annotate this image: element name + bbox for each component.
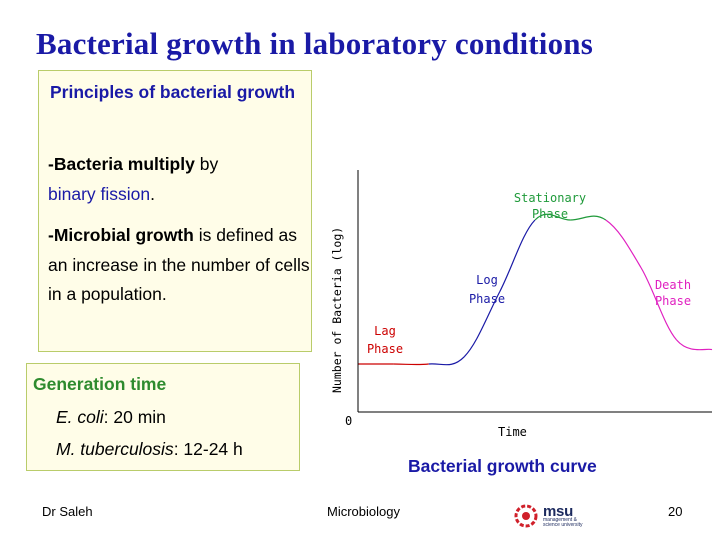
microbial-growth-definition: is defined as an increase in the number … [48, 225, 310, 304]
principles-box [38, 70, 312, 352]
log-phase-label-line1: Log [476, 273, 498, 287]
binary-fission-text: binary fission [48, 183, 151, 204]
ecoli-generation-line: E. coli: 20 min [56, 407, 166, 428]
curve-segment [676, 339, 713, 351]
footer-author: Dr Saleh [42, 504, 93, 519]
y-axis-label: Number of Bacteria (log) [330, 227, 344, 393]
lag-phase-label-line2: Phase [367, 342, 403, 356]
principles-body: -Bacteria multiply by binary fission. -Mi… [48, 150, 310, 310]
mtb-name: M. tuberculosis [56, 439, 174, 459]
msu-logo-subtitle: management & science university [543, 518, 582, 528]
generation-time-heading: Generation time [33, 374, 167, 394]
curve-segment [605, 219, 642, 269]
chart-caption: Bacterial growth curve [408, 456, 597, 476]
ecoli-value: : 20 min [103, 407, 166, 427]
ecoli-name: E. coli [56, 407, 104, 427]
mtb-generation-line: M. tuberculosis: 12-24 h [56, 439, 243, 460]
curve-segment [428, 356, 465, 366]
footer-course: Microbiology [327, 504, 400, 519]
curve-segment [570, 215, 607, 221]
msu-logo-sub-line2: science university [543, 522, 583, 528]
footer-page-number: 20 [668, 504, 683, 519]
curve-segment [640, 267, 678, 341]
paragraph-microbial-growth: -Microbial growth is defined as an incre… [48, 221, 310, 310]
paragraph-binary-fission: -Bacteria multiply by binary fission. [48, 150, 310, 209]
curve-segment [393, 363, 429, 366]
curve-segment [463, 291, 501, 358]
curve-segment [499, 219, 536, 293]
log-phase-label-line2: Phase [469, 292, 505, 306]
curve-segment [534, 213, 571, 221]
death-phase-label-line1: Death [655, 278, 691, 292]
slide-title: Bacterial growth in laboratory condition… [36, 26, 593, 61]
x-axis-label: Time [498, 425, 527, 439]
mtb-value: : 12-24 h [173, 439, 243, 459]
microbial-growth-text: -Microbial growth [48, 225, 194, 245]
bacteria-multiply-text: -Bacteria multiply [48, 154, 195, 174]
death-phase-label-line2: Phase [655, 294, 691, 308]
stationary-phase-label-line2: Phase [532, 207, 568, 221]
msu-logo-sub-line1: management & [543, 517, 577, 523]
period-text: . [150, 183, 156, 204]
stationary-phase-label-line1: Stationary [514, 191, 586, 205]
origin-label: 0 [345, 414, 352, 428]
principles-heading: Principles of bacterial growth [50, 82, 296, 102]
by-text: by [194, 154, 219, 174]
lag-phase-label-line1: Lag [374, 324, 396, 338]
msu-logo-icon [514, 504, 538, 528]
growth-curve [358, 213, 713, 366]
generation-time-box [26, 363, 300, 471]
msu-logo-text: msu [543, 503, 573, 520]
